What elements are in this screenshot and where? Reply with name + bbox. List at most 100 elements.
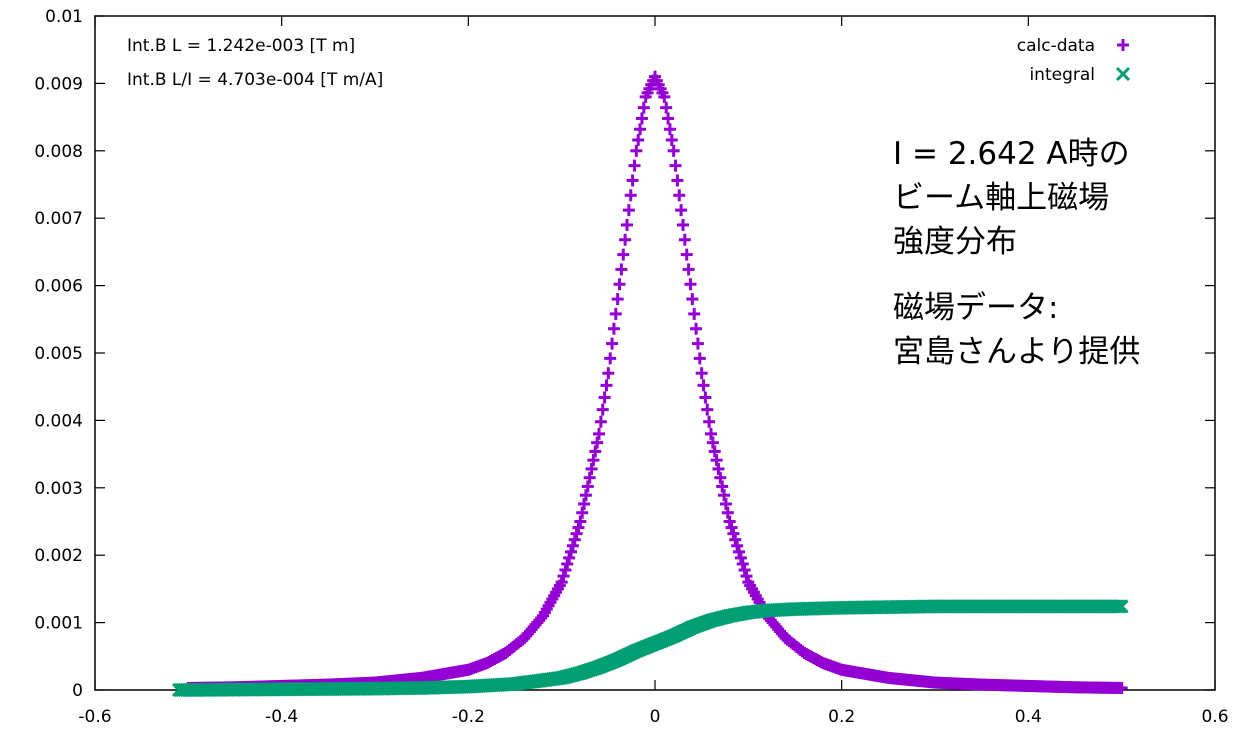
data-point [559,564,572,577]
note-line-1: I = 2.642 A時の [893,136,1130,172]
data-point [587,454,600,467]
data-point [671,174,684,187]
data-point [1115,681,1128,694]
y-tick-label: 0.008 [34,142,83,162]
note-line-4: 磁場データ: [893,290,1059,326]
legend-label-calc-data: calc-data [1017,36,1095,56]
data-point [669,159,682,172]
data-point [736,557,749,570]
data-point [576,506,589,519]
data-point [706,436,719,449]
data-point [613,278,626,291]
y-tick-label: 0.009 [34,74,83,94]
annotation-integral-bl-per-i: Int.B L/I = 4.703e-004 [T m/A] [127,70,383,90]
data-point [570,527,583,540]
x-tick-label: 0.2 [828,707,855,727]
y-tick-label: 0.004 [34,411,83,431]
data-point [729,533,742,546]
side-note: I = 2.642 A時の ビーム軸上磁場 強度分布 磁場データ: 宮島さんより… [893,132,1140,374]
data-point [619,233,632,246]
data-point [667,144,680,157]
data-point [678,233,691,246]
note-line-3: 強度分布 [893,224,1017,260]
data-point [660,101,673,114]
series-layer [171,70,1129,698]
note-spacer [893,264,1140,286]
data-point [740,570,753,583]
data-point [701,403,714,416]
data-point [719,497,732,510]
data-point [600,379,613,392]
data-point [731,539,744,552]
data-point [708,445,721,458]
x-tick-label: 0.6 [1201,707,1228,727]
data-point [579,489,592,502]
data-point [589,445,602,458]
data-point [637,101,650,114]
data-point [697,379,710,392]
tick-marks [94,15,1216,691]
data-point [680,248,693,261]
data-point [593,427,605,440]
x-tick-label: 0.4 [1015,707,1042,727]
data-point [725,521,738,534]
data-point [607,322,620,335]
data-point [673,189,686,202]
data-point [583,471,596,484]
x-tick-labels: -0.6 -0.4 -0.2 0 0.2 0.4 0.6 [78,707,1228,727]
data-point [710,454,723,467]
data-point [677,218,689,231]
annotation-integral-bl: Int.B L = 1.242e-003 [T m] [127,36,355,56]
data-point [609,307,622,320]
data-point [557,570,570,583]
y-tick-label: 0 [72,681,83,701]
y-tick-label: 0.001 [34,614,83,634]
data-point [624,189,637,202]
x-tick-label: -0.6 [78,707,111,727]
data-point [635,112,648,125]
data-point [705,427,717,440]
data-point [572,521,585,534]
data-point [695,367,708,380]
data-point [563,551,576,564]
data-point [585,462,598,475]
legend-markers [1115,39,1131,82]
data-point [578,497,591,510]
data-point [634,123,647,136]
data-point [566,539,579,552]
data-point [675,204,688,217]
legend-marker-integral [1115,66,1131,82]
data-point [621,218,633,231]
y-tick-label: 0.01 [45,7,83,27]
x-tick-label: 0 [650,707,661,727]
data-point [628,159,641,172]
note-line-5: 宮島さんより提供 [893,334,1141,370]
data-point [594,415,607,428]
x-tick-label: -0.4 [265,707,298,727]
y-tick-label: 0.005 [34,344,83,364]
data-point [568,533,581,546]
data-point [581,480,594,493]
data-point [591,436,604,449]
data-point [686,293,699,306]
data-point [699,391,712,404]
data-point [561,557,574,570]
data-point [1114,599,1129,614]
data-point [565,545,577,558]
data-point [738,564,751,577]
data-point [714,471,727,484]
data-point [733,545,745,558]
data-point [712,462,725,475]
data-point [662,112,675,125]
data-point [632,134,645,147]
data-point [615,263,628,276]
y-tick-label: 0.006 [34,277,83,297]
data-point [606,337,619,350]
y-tick-labels: 0 0.001 0.002 0.003 0.004 0.005 0.006 0.007 0.00… [34,7,83,701]
data-point [684,278,697,291]
legend-marker-calc-data [1117,39,1129,51]
data-point [690,322,703,335]
data-point [630,144,643,157]
data-point [693,352,706,365]
